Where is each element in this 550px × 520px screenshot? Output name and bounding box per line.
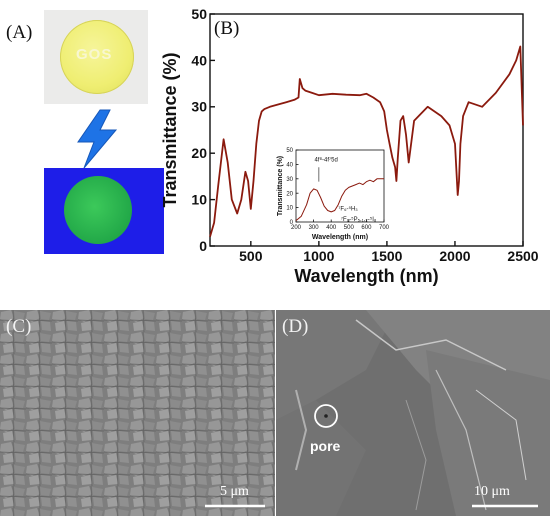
main-y-tick-label: 20 <box>191 145 207 161</box>
inset-y-axis-label: Transmittance (%) <box>277 156 284 216</box>
gos-disk <box>60 20 134 94</box>
inset-annotation-5h3: ⁷F₆-⁵H₃ <box>338 205 358 212</box>
inset-y-tick-label: 0 <box>290 220 294 226</box>
gos-disk-text: GOS <box>76 46 113 63</box>
inset-x-axis-label: Wavelength (nm) <box>312 234 368 241</box>
sem-image-c <box>0 310 275 516</box>
main-x-tick-label: 1000 <box>303 248 334 264</box>
inset-annotation-5p: ⁷F₆-⁵P₅,₁,₂-⁵I₈ <box>341 216 377 223</box>
inset-x-tick-label: 600 <box>361 225 372 231</box>
panel-c-label: (C) <box>6 316 32 337</box>
main-x-tick-label: 2500 <box>507 248 538 264</box>
inset-x-tick-label: 400 <box>326 225 337 231</box>
main-frame <box>209 13 524 247</box>
main-x-tick-label: 1500 <box>371 248 402 264</box>
inset-x-tick-label: 700 <box>379 225 390 231</box>
gos-disk-uv-photo <box>44 168 164 254</box>
gos-disk-photo: GOS <box>44 10 148 104</box>
scale-bar-d-label: 10 μm <box>474 484 510 499</box>
pore-marker <box>314 404 338 428</box>
inset-x-tick-label: 300 <box>309 225 320 231</box>
inset-y-tick-label: 10 <box>286 206 293 212</box>
main-y-tick-label: 10 <box>191 192 207 208</box>
scale-bar-c-label: 5 μm <box>220 484 249 499</box>
panel-a-label: (A) <box>6 22 33 43</box>
main-y-tick-label: 50 <box>191 6 207 22</box>
panel-d-label: (D) <box>282 316 309 337</box>
inset-x-tick-label: 200 <box>291 225 302 231</box>
inset-plot-bg <box>296 150 384 222</box>
main-x-tick-label: 2000 <box>439 248 470 264</box>
main-transmittance-line <box>209 45 524 237</box>
inset-x-tick-label: 500 <box>344 225 355 231</box>
gos-disk-glowing <box>64 176 132 244</box>
main-y-tick-label: 40 <box>191 52 207 68</box>
panel-b-label: (B) <box>214 18 240 39</box>
inset-y-tick-label: 50 <box>286 148 293 154</box>
main-y-tick-label: 30 <box>191 99 207 115</box>
sem-image-d <box>276 310 550 516</box>
inset-y-tick-label: 40 <box>286 163 293 169</box>
inset-y-tick-label: 30 <box>286 177 293 183</box>
main-x-axis-label: Wavelength (nm) <box>294 266 438 286</box>
main-x-tick-label: 500 <box>239 248 263 264</box>
inset-transmittance-line <box>295 178 384 221</box>
inset-annotation-4f-5d: 4f⁸-4f⁷5d <box>314 157 337 164</box>
inset-frame <box>295 149 385 223</box>
main-y-axis-label: Transmittance (%) <box>160 52 180 207</box>
lightning-bolt-icon <box>77 109 118 169</box>
main-y-tick-label: 0 <box>199 238 207 254</box>
inset-y-tick-label: 20 <box>286 191 293 197</box>
pore-label: pore <box>310 438 341 454</box>
